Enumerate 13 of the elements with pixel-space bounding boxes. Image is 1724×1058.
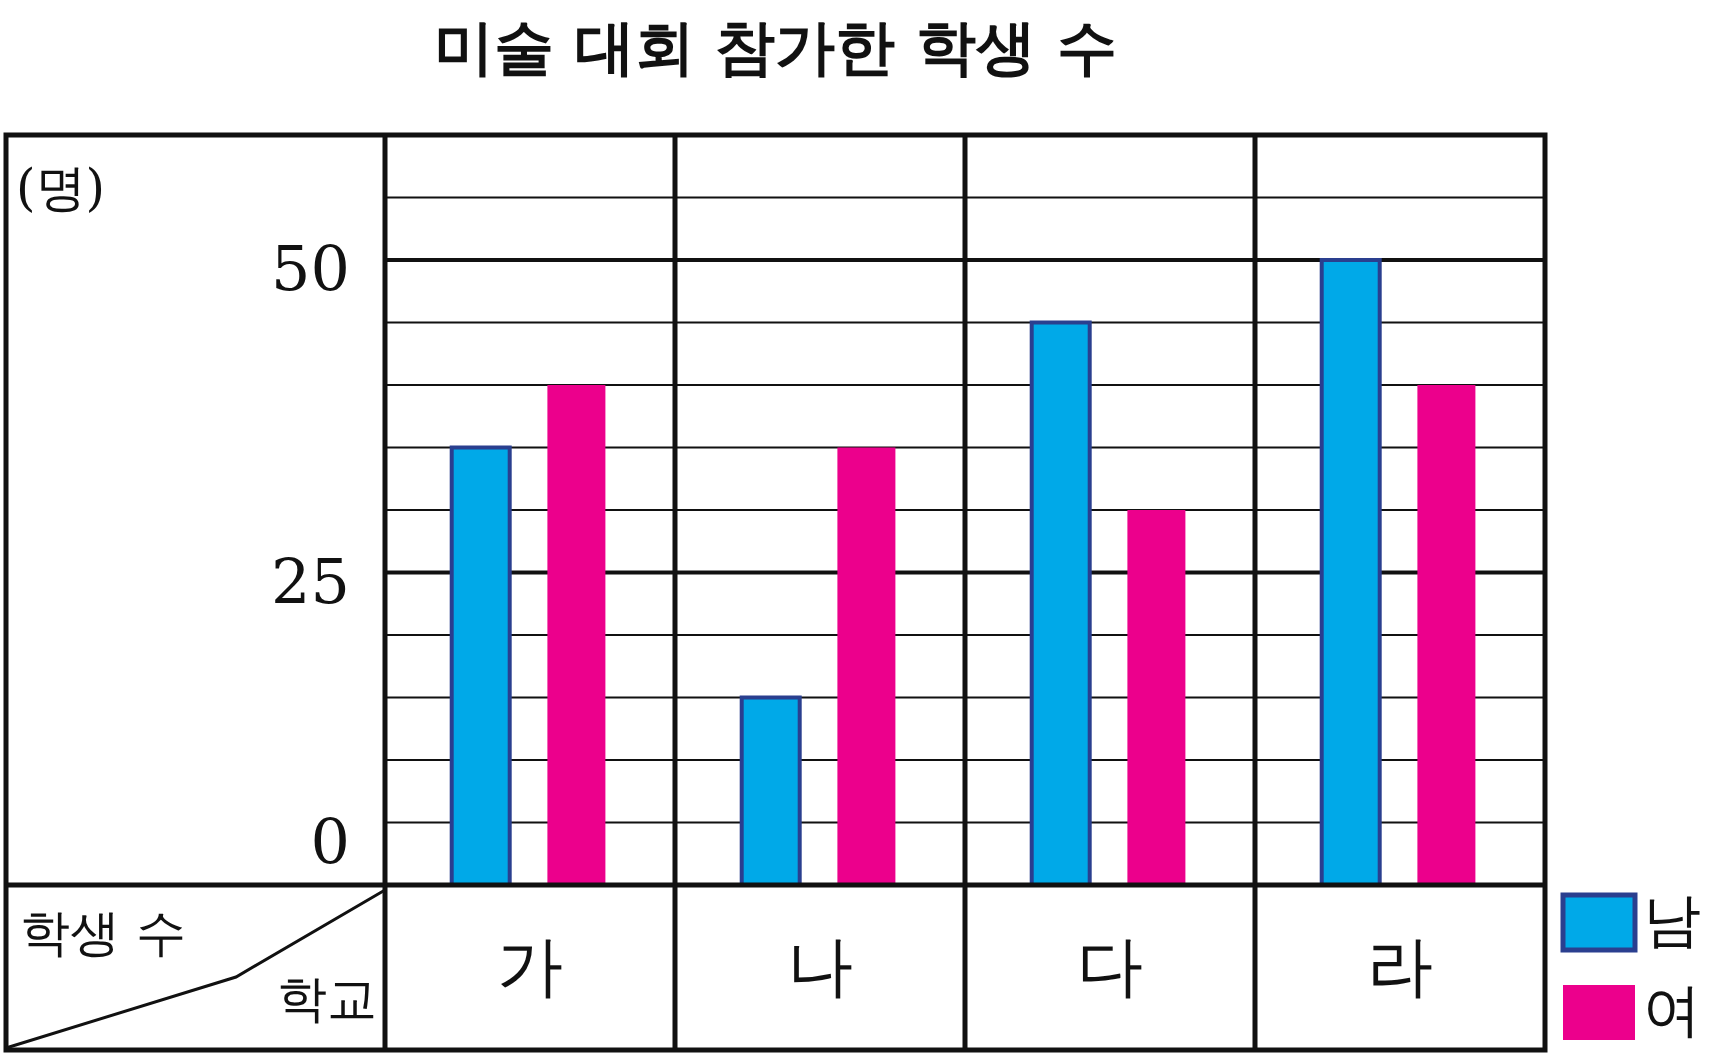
chart-title: 미술 대회 참가한 학생 수 <box>433 11 1118 82</box>
x-axis-title: 학교 <box>277 970 377 1028</box>
y-tick-label: 0 <box>310 805 350 879</box>
x-tick-label: 라 <box>1367 927 1433 1005</box>
y-tick-label: 50 <box>271 232 350 306</box>
y-tick-label: 25 <box>271 544 350 618</box>
legend-label: 여 <box>1643 976 1701 1045</box>
x-tick-label: 나 <box>787 927 853 1005</box>
y-axis-title: 학생 수 <box>20 904 186 962</box>
text: (명) <box>16 159 106 217</box>
x-tick-label: 가 <box>497 927 563 1005</box>
legend-label: 남 <box>1643 886 1701 955</box>
x-tick-label: 다 <box>1077 927 1143 1005</box>
